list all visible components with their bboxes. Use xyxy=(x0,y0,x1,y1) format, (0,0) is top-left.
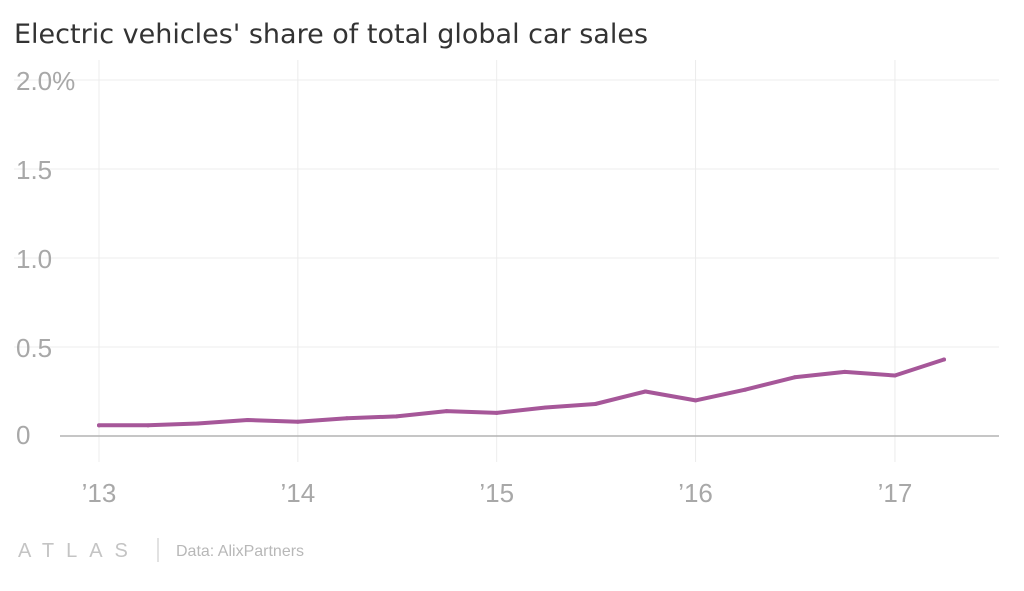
data-point xyxy=(643,389,648,394)
data-point xyxy=(792,375,797,380)
data-point xyxy=(743,387,748,392)
x-tick-label: ’16 xyxy=(678,478,713,508)
grid xyxy=(14,60,999,462)
data-point xyxy=(593,401,598,406)
data-point xyxy=(394,414,399,419)
x-tick-label: ’13 xyxy=(82,478,117,508)
data-point xyxy=(543,405,548,410)
data-point xyxy=(97,423,101,428)
y-axis-ticks: 0 0.5 1.0 1.5 2.0% xyxy=(16,66,75,450)
data-point xyxy=(295,419,300,424)
y-tick-label: 2.0% xyxy=(16,66,75,96)
data-point xyxy=(941,357,946,362)
x-tick-label: ’14 xyxy=(280,478,315,508)
data-source: Data: AlixPartners xyxy=(176,543,304,560)
footer: ATLAS Data: AlixPartners xyxy=(18,538,304,562)
atlas-logo: ATLAS xyxy=(18,540,140,562)
data-point xyxy=(842,369,847,374)
data-point xyxy=(693,398,698,403)
y-tick-label: 1.0 xyxy=(16,244,52,274)
y-tick-label: 1.5 xyxy=(16,155,52,185)
y-tick-label: 0 xyxy=(16,420,30,450)
x-tick-label: ’17 xyxy=(878,478,913,508)
x-tick-label: ’15 xyxy=(479,478,514,508)
data-point xyxy=(892,373,897,378)
data-point xyxy=(245,417,250,422)
data-point xyxy=(195,421,200,426)
data-point xyxy=(444,409,449,414)
data-point xyxy=(146,423,151,428)
series xyxy=(97,357,946,428)
series-line xyxy=(97,357,946,428)
chart-title: Electric vehicles' share of total global… xyxy=(14,19,648,50)
data-point xyxy=(344,416,349,421)
data-point xyxy=(494,410,499,415)
y-tick-label: 0.5 xyxy=(16,333,52,363)
x-axis-ticks: ’13 ’14 ’15 ’16 ’17 xyxy=(82,478,913,508)
